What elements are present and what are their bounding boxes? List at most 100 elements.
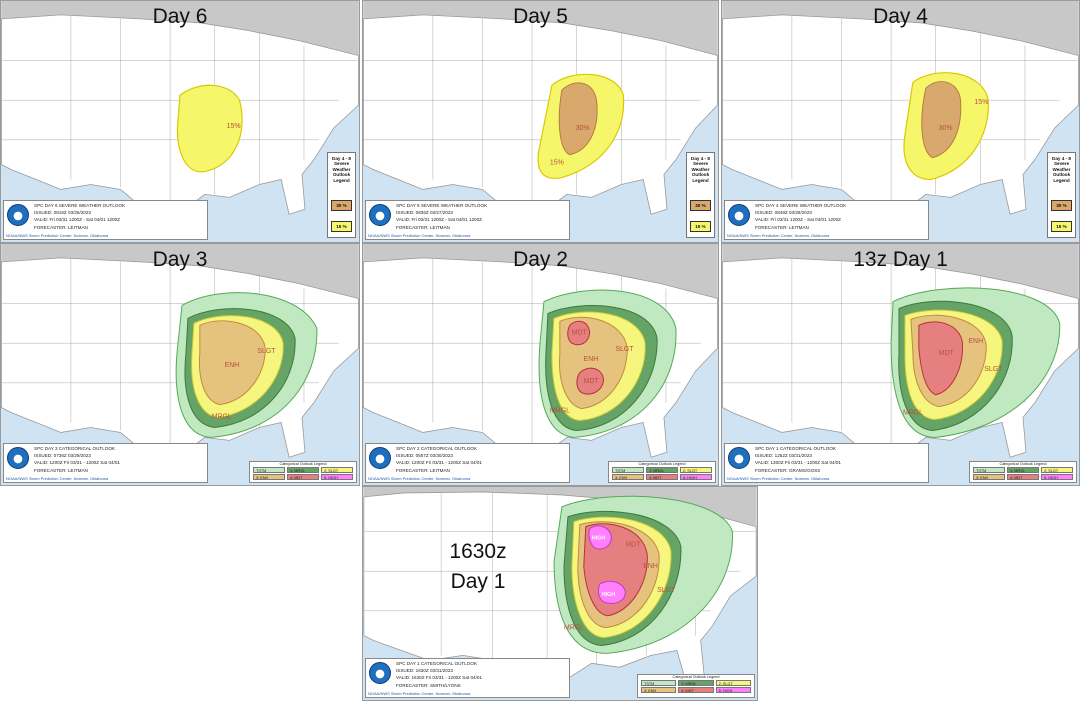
legend-30: 30 % (690, 200, 711, 211)
legend-tstm: TSTM (641, 680, 677, 686)
noaa-logo-icon (728, 447, 750, 469)
legend-high: 5: HIGH (680, 474, 712, 480)
info-box-day5: SPC DAY 5 SEVERE WEATHER OUTLOOK ISSUED:… (365, 200, 570, 240)
title-line2: Day 1 (450, 570, 506, 593)
panel-day5: 30% 15% Day 5 SPC DAY 5 SEVERE WEATHER O… (362, 0, 719, 243)
panel-day6: 15% Day 6 SPC DAY 6 SEVERE WEATHER OUTLO… (0, 0, 360, 243)
info-box-day6: SPC DAY 6 SEVERE WEATHER OUTLOOK ISSUED:… (3, 200, 208, 240)
noaa-logo-icon (7, 447, 29, 469)
issued-time: ISSUED: 0836Z 03/27/2023 (396, 210, 453, 216)
legend-15: 15 % (331, 221, 352, 232)
label-mrgl: MRGL (564, 625, 584, 632)
outlook-name: SPC DAY 6 SEVERE WEATHER OUTLOOK (34, 203, 126, 208)
map-day3: ENH SLGT MRGL (1, 244, 359, 473)
forecaster: FORECASTER: LEITMAN (755, 224, 809, 230)
legend-categorical: Categorical Outlook Legend TSTM 1: MRGL … (969, 461, 1077, 483)
legend-mdt: 4: MDT (287, 474, 319, 480)
issued-time: ISSUED: 0736Z 03/29/2023 (34, 453, 91, 459)
label-high-north: HIGH (592, 536, 606, 542)
legend-mrgl: 1: MRGL (1007, 467, 1039, 473)
label-enh: ENH (225, 362, 240, 369)
label-mdt: MDT (939, 350, 955, 357)
panel-title-day3: Day 3 (152, 248, 208, 271)
legend-title: Day 4 - 8 Severe Weather Outlook Legend (1052, 156, 1071, 183)
label-enh: ENH (968, 338, 983, 345)
legend-mdt: 4: MDT (646, 474, 678, 480)
outlook-name: SPC DAY 4 SEVERE WEATHER OUTLOOK (755, 203, 847, 208)
forecaster: FORECASTER: SMITH/LYONS (396, 682, 461, 688)
panel-day1-13z: MDT ENH SLGT MRGL 13z Day 1 SPC DAY 1 CA… (721, 243, 1080, 486)
panel-title-day5: Day 5 (513, 5, 568, 28)
legend-high: 5: HIGH (1041, 474, 1073, 480)
valid-time: VALID: 1300Z Fri 03/31 - 1200Z Sat 04/01 (755, 460, 841, 466)
legend-title: Categorical Outlook Legend (672, 675, 720, 679)
legend-d48: Day 4 - 8 Severe Weather Outlook Legend … (1047, 152, 1076, 238)
legend-tstm: TSTM (253, 467, 285, 473)
label-15: 15% (974, 99, 988, 106)
map-day4: 30% 15% (722, 1, 1079, 230)
noaa-logo-icon (728, 204, 750, 226)
panel-title-day2: Day 2 (513, 248, 568, 271)
valid-time: VALID: Fri 03/31 1200Z - Sat 04/01 1200Z (396, 217, 482, 223)
info-box-day1-13z: SPC DAY 1 CATEGORICAL OUTLOOK ISSUED: 12… (724, 443, 929, 483)
legend-mdt: 4: MDT (1007, 474, 1039, 480)
legend-tstm: TSTM (612, 467, 644, 473)
valid-time: VALID: 1630Z Fri 03/31 - 1200Z Sat 04/01 (396, 675, 482, 681)
forecaster: FORECASTER: LEITMAN (396, 224, 450, 230)
legend-30: 30 % (1051, 200, 1072, 211)
valid-time: VALID: 1200Z Fri 03/31 - 1200Z Sat 04/01 (34, 460, 120, 466)
panel-title-day6: Day 6 (152, 5, 208, 28)
map-day1-1630z: HIGH MDT HIGH ENH SLGT MRGL (363, 487, 757, 698)
panel-day2: MDT MDT ENH SLGT MRGL Day 2 SPC DAY 2 CA… (362, 243, 719, 486)
outlook-name: SPC DAY 3 CATEGORICAL OUTLOOK (34, 446, 116, 451)
label-mrgl: MRGL (903, 410, 923, 417)
legend-title: Categorical Outlook Legend (638, 462, 686, 466)
map-day1-13z: MDT ENH SLGT MRGL (722, 244, 1079, 473)
credit: NOAA/NWS Storm Prediction Center, Norman… (727, 232, 830, 238)
legend-categorical: Categorical Outlook Legend TSTM 1: MRGL … (249, 461, 357, 483)
forecaster: FORECASTER: LEITMAN (396, 467, 450, 473)
label-mrgl: MRGL (550, 408, 570, 415)
issued-time: ISSUED: 0816Z 03/26/2023 (34, 210, 91, 216)
legend-categorical: Categorical Outlook Legend TSTM 1: MRGL … (637, 674, 755, 698)
label-30: 30% (939, 125, 953, 132)
issued-time: ISSUED: 0557Z 03/30/2023 (396, 453, 453, 459)
valid-time: VALID: 1200Z Fri 03/31 - 1200Z Sat 04/01 (396, 460, 482, 466)
legend-mrgl: 1: MRGL (287, 467, 319, 473)
legend-mrgl: 1: MRGL (678, 680, 714, 686)
legend-categorical: Categorical Outlook Legend TSTM 1: MRGL … (608, 461, 716, 483)
valid-time: VALID: Fri 03/31 1200Z - Sat 04/01 1200Z (34, 217, 120, 223)
forecaster: FORECASTER: LEITMAN (34, 467, 88, 473)
legend-title: Day 4 - 8 Severe Weather Outlook Legend (332, 156, 351, 183)
legend-high: 5: HIGH (715, 687, 751, 693)
legend-mdt: 4: MDT (678, 687, 714, 693)
legend-slgt: 2: SLGT (1041, 467, 1073, 473)
legend-30: 30 % (331, 200, 352, 211)
credit: NOAA/NWS Storm Prediction Center, Norman… (368, 475, 471, 481)
panel-title-day1-1630z: 1630z Day 1 (433, 537, 523, 597)
legend-15: 15 % (1051, 221, 1072, 232)
legend-title: Categorical Outlook Legend (999, 462, 1047, 466)
legend-high: 5: HIGH (321, 474, 353, 480)
label-enh: ENH (584, 356, 599, 363)
noaa-logo-icon (369, 447, 391, 469)
credit: NOAA/NWS Storm Prediction Center, Norman… (368, 690, 471, 696)
legend-tstm: TSTM (973, 467, 1005, 473)
forecaster: FORECASTER: LEITMAN (34, 224, 88, 230)
panel-day4: 30% 15% Day 4 SPC DAY 4 SEVERE WEATHER O… (721, 0, 1080, 243)
outlook-name: SPC DAY 5 SEVERE WEATHER OUTLOOK (396, 203, 488, 208)
title-line1: 1630z (449, 540, 507, 563)
legend-enh: 3: ENH (973, 474, 1005, 480)
info-box-day2: SPC DAY 2 CATEGORICAL OUTLOOK ISSUED: 05… (365, 443, 570, 483)
label-mdt-north: MDT (572, 329, 588, 336)
credit: NOAA/NWS Storm Prediction Center, Norman… (6, 232, 109, 238)
legend-title: Day 4 - 8 Severe Weather Outlook Legend (691, 156, 710, 183)
label-30: 30% (576, 125, 590, 132)
noaa-logo-icon (369, 204, 391, 226)
panel-day3: ENH SLGT MRGL Day 3 SPC DAY 3 CATEGORICA… (0, 243, 360, 486)
label-mdt-south: MDT (584, 378, 600, 385)
label-slgt: SLGT (657, 587, 676, 594)
label-slgt: SLGT (984, 366, 1003, 373)
panel-day1-1630z: HIGH MDT HIGH ENH SLGT MRGL 1630z Day 1 … (362, 486, 758, 701)
valid-time: VALID: Fri 03/31 1200Z - Sat 04/01 1200Z (755, 217, 841, 223)
